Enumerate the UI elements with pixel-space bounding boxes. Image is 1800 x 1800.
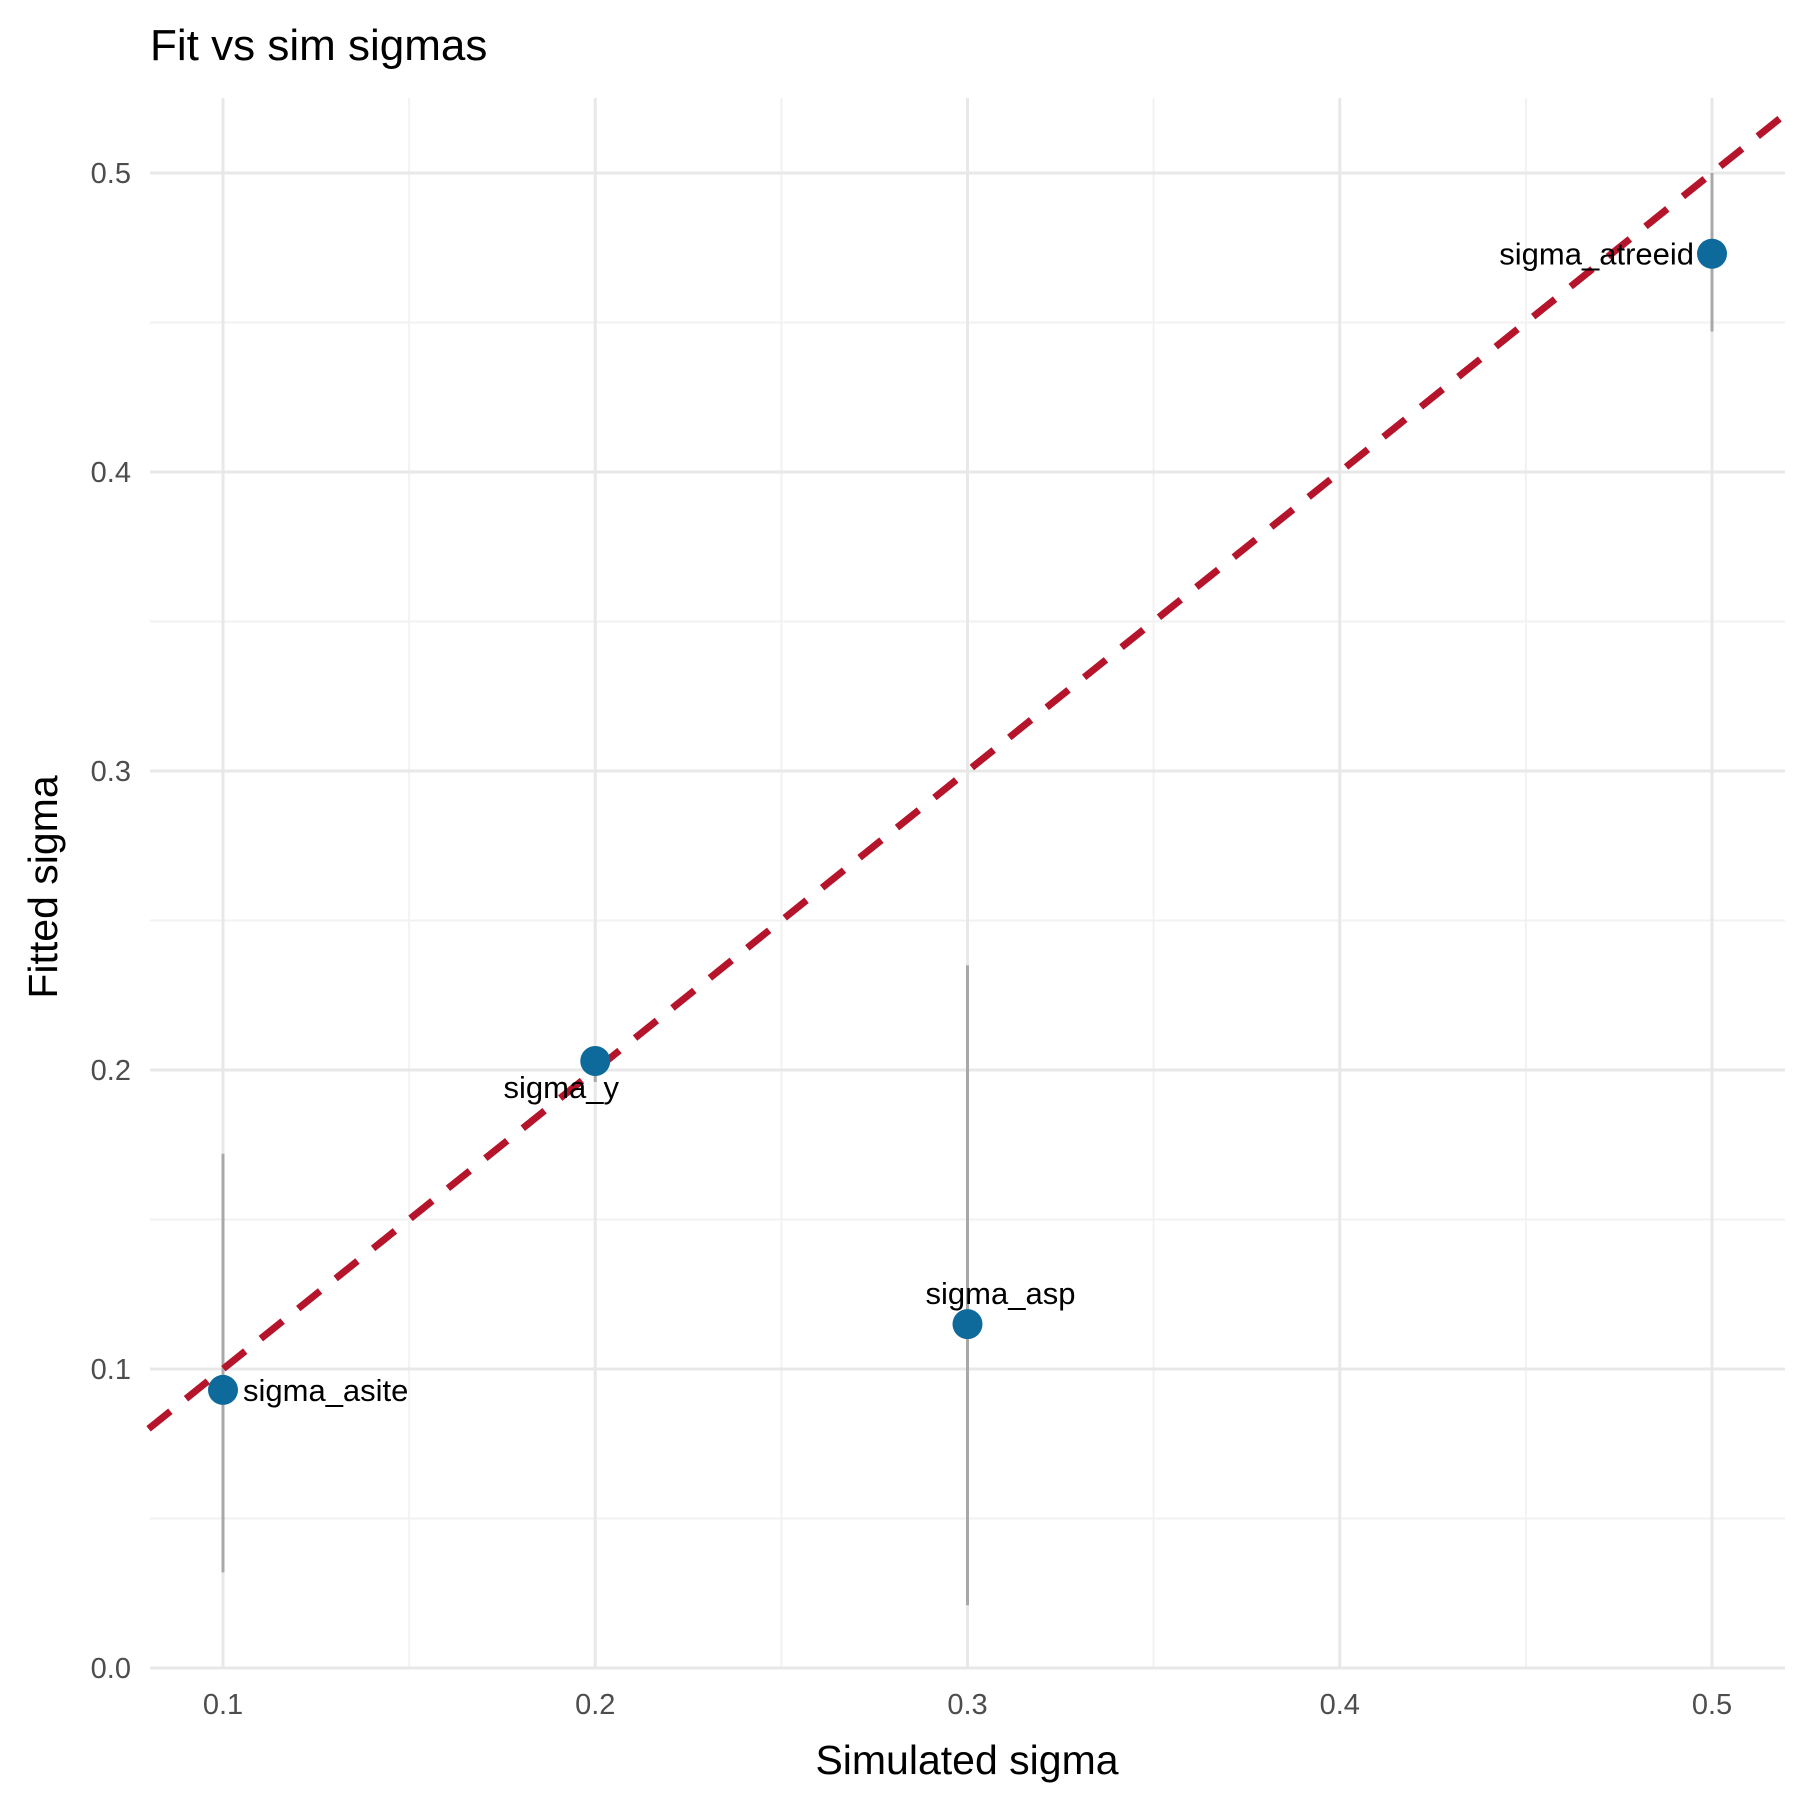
y-tick-label: 0.5 bbox=[91, 158, 131, 190]
point-label-sigma-asite: sigma_asite bbox=[243, 1373, 408, 1408]
chart-title: Fit vs sim sigmas bbox=[150, 21, 487, 70]
y-axis-title: Fitted sigma bbox=[20, 775, 66, 998]
x-axis-title: Simulated sigma bbox=[815, 1737, 1118, 1783]
data-points bbox=[208, 238, 1727, 1405]
x-tick-label: 0.2 bbox=[575, 1689, 615, 1721]
point-sigma-atreeid bbox=[1697, 238, 1727, 269]
y-tick-label: 0.3 bbox=[91, 756, 131, 788]
point-sigma-y bbox=[580, 1046, 611, 1077]
x-tick-label: 0.4 bbox=[1320, 1689, 1360, 1721]
reference-line-group bbox=[146, 110, 1789, 1432]
y-axis-ticks: 0.0 0.1 0.2 0.3 0.4 0.5 bbox=[91, 158, 131, 1685]
reference-line-y-equals-x bbox=[146, 110, 1789, 1432]
point-label-sigma-asp: sigma_asp bbox=[926, 1276, 1076, 1311]
x-tick-label: 0.1 bbox=[203, 1689, 243, 1721]
point-label-sigma-y: sigma_y bbox=[504, 1070, 620, 1105]
point-sigma-asp bbox=[952, 1309, 983, 1340]
y-tick-label: 0.4 bbox=[91, 457, 131, 489]
y-tick-label: 0.2 bbox=[91, 1055, 131, 1087]
point-labels: sigma_asite sigma_y sigma_asp sigma_atreeid bbox=[243, 237, 1694, 1408]
point-label-sigma-atreeid: sigma_atreeid bbox=[1499, 237, 1694, 272]
x-tick-label: 0.3 bbox=[947, 1689, 987, 1721]
y-tick-label: 0.0 bbox=[91, 1653, 131, 1685]
x-axis-ticks: 0.1 0.2 0.3 0.4 0.5 bbox=[203, 1689, 1732, 1721]
point-sigma-asite bbox=[208, 1374, 238, 1405]
y-tick-label: 0.1 bbox=[91, 1354, 131, 1386]
x-tick-label: 0.5 bbox=[1692, 1689, 1732, 1721]
